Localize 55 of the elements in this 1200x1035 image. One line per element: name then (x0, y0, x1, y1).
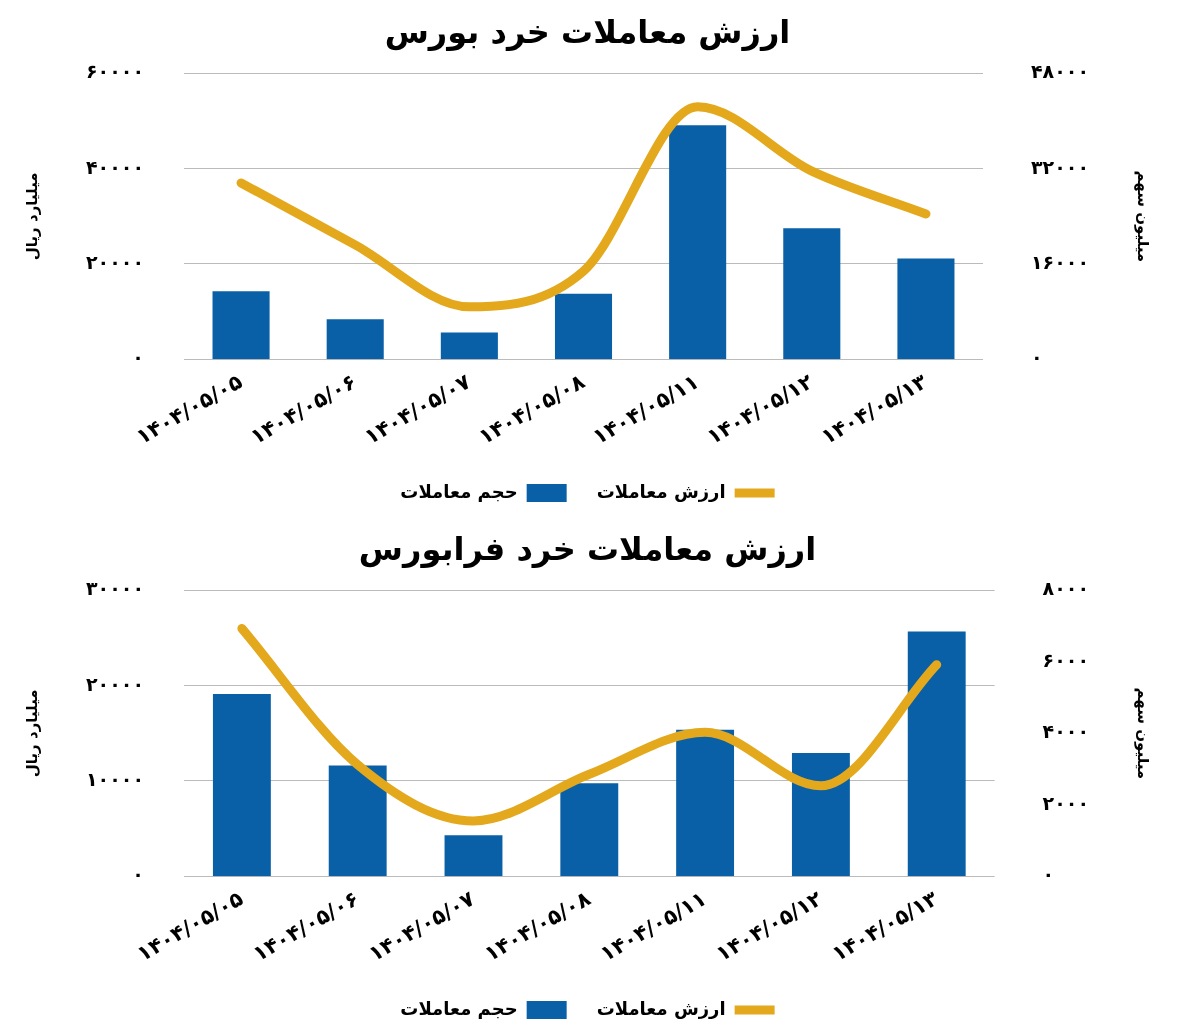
y2-tick-label: ۴۸۰۰۰ (1031, 60, 1089, 83)
y-tick-label: ۶۰۰۰۰ (86, 60, 144, 83)
bar (560, 783, 619, 877)
x-tick-label: ۱۴۰۴/۰۵/۰۸ (480, 886, 595, 967)
y-tick-label: ۱۰۰۰۰ (86, 767, 144, 790)
legend-label: ارزش معاملات (596, 997, 726, 1019)
y2-tick-label: ۶۰۰۰ (1042, 648, 1089, 671)
x-tick-label: ۱۴۰۴/۰۵/۰۵ (132, 369, 247, 450)
y2-tick-label: ۰ (1031, 346, 1043, 369)
bar (783, 228, 841, 360)
bar (897, 258, 955, 360)
y2-tick-label: ۸۰۰۰ (1042, 577, 1089, 600)
x-tick-label: ۱۴۰۴/۰۵/۰۸ (474, 369, 589, 450)
legend-label: حجم معاملات (400, 480, 518, 502)
bar (676, 729, 735, 877)
bar (907, 631, 966, 877)
legend-label: ارزش معاملات (596, 480, 726, 502)
bar (326, 319, 384, 360)
x-tick-label: ۱۴۰۴/۰۵/۱۱ (588, 369, 703, 450)
x-tick-label: ۱۴۰۴/۰۵/۰۷ (364, 886, 479, 967)
y2-tick-label: ۱۶۰۰۰ (1031, 250, 1089, 273)
x-tick-label: ۱۴۰۴/۰۵/۱۲ (712, 886, 827, 967)
bar (212, 694, 271, 877)
x-tick-label: ۱۴۰۴/۰۵/۱۳ (817, 369, 932, 450)
y2-tick-label: ۰ (1042, 863, 1055, 886)
x-tick-label: ۱۴۰۴/۰۵/۱۱ (596, 886, 711, 967)
bar (669, 125, 727, 360)
chart-title: ارزش معاملات خرد بورس (384, 12, 791, 51)
x-tick-label: ۱۴۰۴/۰۵/۰۷ (360, 369, 475, 450)
y2-tick-label: ۲۰۰۰ (1042, 791, 1089, 814)
bar (328, 765, 387, 877)
x-tick-label: ۱۴۰۴/۰۵/۱۳ (827, 886, 943, 967)
legend-label: حجم معاملات (400, 997, 518, 1019)
bar (791, 752, 850, 877)
y2-tick-label: ۳۲۰۰۰ (1031, 155, 1089, 178)
x-tick-label: ۱۴۰۴/۰۵/۰۶ (248, 886, 363, 967)
bar (554, 293, 613, 360)
y2-tick-label: ۴۰۰۰ (1042, 720, 1089, 743)
x-tick-label: ۱۴۰۴/۰۵/۰۶ (246, 369, 361, 450)
x-tick-label: ۱۴۰۴/۰۵/۱۲ (703, 369, 818, 450)
y-tick-label: ۳۰۰۰۰ (86, 577, 144, 600)
x-tick-label: ۱۴۰۴/۰۵/۰۵ (133, 886, 248, 967)
y-axis-title: میلیارد ریال (22, 172, 41, 261)
y-tick-label: ۲۰۰۰۰ (86, 250, 144, 273)
bar (440, 332, 498, 360)
y-tick-label: ۰ (132, 346, 144, 369)
bar (444, 835, 503, 877)
y-tick-label: ۲۰۰۰۰ (86, 672, 144, 695)
y-axis-title: میلیارد ریال (22, 689, 41, 778)
chart-title: ارزش معاملات خرد فرابورس (358, 529, 817, 568)
y2-axis-title: میلیون سهم (1134, 170, 1153, 263)
bar (212, 291, 270, 360)
y-tick-label: ۴۰۰۰۰ (86, 155, 144, 178)
y2-axis-title: میلیون سهم (1134, 687, 1153, 780)
y-tick-label: ۰ (132, 863, 144, 886)
